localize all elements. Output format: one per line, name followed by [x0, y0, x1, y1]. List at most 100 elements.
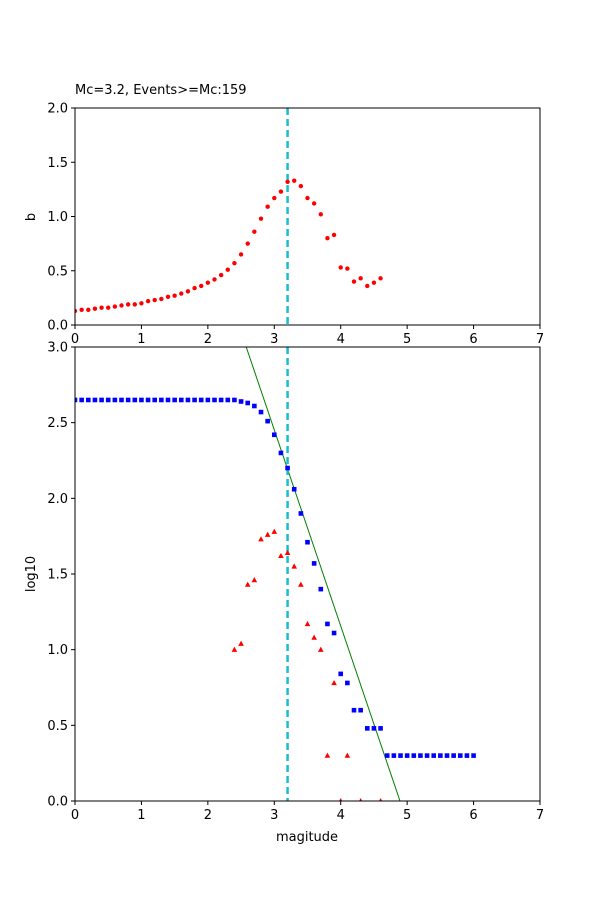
- top-circle-point: [86, 307, 91, 313]
- bottom-square-point: [178, 397, 184, 403]
- bottom-square-point: [265, 418, 270, 424]
- bottom-triangle-point: [311, 634, 317, 640]
- top-circle-point: [371, 280, 377, 285]
- top-circle-point: [258, 216, 264, 221]
- bottom-square-point: [325, 621, 330, 627]
- bottom-square-point: [285, 465, 290, 471]
- top-circle-point: [245, 241, 250, 246]
- top-circle-point: [325, 236, 330, 241]
- top-x-tick-label: 5: [403, 332, 411, 347]
- bottom-square-point: [364, 726, 370, 731]
- top-circle-point: [199, 283, 204, 289]
- top-circle-point: [278, 189, 284, 194]
- bottom-square-point: [192, 397, 197, 403]
- bottom-square-point: [225, 397, 231, 403]
- top-x-tick-label: 1: [137, 332, 145, 347]
- bottom-y-tick-label: 1.0: [47, 643, 68, 658]
- bottom-square-point: [92, 397, 98, 403]
- top-plot-title: Mc=3.2, Events>=Mc:159: [75, 83, 247, 98]
- top-y-tick-label: 1.0: [47, 210, 68, 225]
- bottom-square-point: [198, 397, 204, 403]
- bottom-plot-area: [75, 347, 476, 801]
- top-circle-point: [218, 272, 224, 278]
- bottom-square-point: [338, 671, 344, 677]
- bottom-plot-x-label: magitude: [276, 830, 338, 845]
- bottom-square-point: [75, 397, 78, 403]
- bottom-triangle-point: [339, 798, 343, 801]
- bottom-square-point: [424, 753, 430, 758]
- bottom-square-point: [404, 753, 410, 758]
- top-circle-point: [145, 298, 151, 304]
- bottom-triangle-point: [278, 552, 284, 559]
- bottom-triangle-point: [271, 528, 278, 534]
- bottom-square-point: [238, 399, 244, 404]
- bottom-square-point: [185, 397, 191, 403]
- top-circle-point: [139, 301, 144, 306]
- bottom-triangle-point: [324, 752, 331, 758]
- bottom-y-tick-label: 0.0: [47, 795, 68, 810]
- bottom-square-point: [99, 397, 104, 403]
- top-circle-point: [119, 303, 124, 308]
- top-circle-point: [292, 178, 297, 183]
- bottom-square-point: [464, 753, 470, 758]
- top-circle-point: [305, 195, 310, 201]
- bottom-square-point: [318, 586, 324, 592]
- top-circle-point: [232, 260, 237, 266]
- bottom-square-point: [418, 753, 423, 758]
- top-circle-point: [358, 276, 363, 281]
- top-circle-point: [92, 306, 98, 311]
- top-circle-point: [192, 285, 197, 291]
- b-value-plot: Mc=3.2, Events>=Mc:159 b 0 1 2 3 4 5 6 7 0.0 0.5 1…: [24, 83, 544, 347]
- bottom-triangle-point: [359, 798, 363, 801]
- bottom-square-point: [258, 409, 264, 415]
- bottom-square-point: [457, 753, 463, 758]
- top-x-tick-label: 4: [337, 332, 345, 347]
- bottom-square-point: [398, 753, 403, 758]
- bottom-square-point: [345, 680, 350, 686]
- bottom-y-tick-label: 2.5: [47, 416, 68, 431]
- bottom-y-tick-label: 3.0: [47, 341, 68, 356]
- top-x-tick-label: 3: [270, 332, 278, 347]
- top-x-tick-label: 2: [204, 332, 212, 347]
- bottom-square-point: [152, 397, 158, 403]
- top-circle-point: [338, 265, 343, 270]
- top-circle-point: [252, 229, 257, 234]
- bottom-square-point: [232, 397, 237, 403]
- bottom-x-tick-label: 1: [137, 808, 145, 823]
- bottom-square-point: [105, 397, 111, 403]
- top-circle-point: [152, 297, 157, 303]
- top-circle-point: [365, 283, 370, 289]
- bottom-square-point: [291, 486, 297, 492]
- top-x-tick-label: 7: [536, 332, 544, 347]
- bottom-square-point: [358, 707, 363, 713]
- top-circle-point: [179, 291, 184, 296]
- bottom-square-point: [165, 397, 171, 403]
- bottom-square-point: [351, 707, 357, 713]
- top-circle-point: [159, 296, 164, 302]
- bottom-triangle-point: [264, 531, 271, 537]
- bottom-square-point: [378, 726, 383, 731]
- top-circle-point: [132, 302, 137, 307]
- bottom-square-point: [245, 400, 251, 406]
- bottom-square-point: [331, 630, 337, 636]
- top-x-tick-label: 0: [71, 332, 79, 347]
- top-circle-point: [318, 212, 323, 217]
- top-y-tick-label: 0.0: [47, 319, 68, 334]
- bottom-square-point: [391, 753, 397, 758]
- frequency-magnitude-plot: log10 magitude 0 1 2 3 4 5 6 7 0.0 0.5 1.0 1.5 2.0 2.…: [24, 341, 544, 846]
- bottom-y-tick-label: 1.5: [47, 568, 68, 583]
- bottom-square-point: [218, 397, 224, 403]
- bottom-square-point: [311, 561, 317, 566]
- bottom-square-point: [451, 753, 456, 758]
- bottom-square-point: [471, 753, 476, 758]
- bottom-triangle-point: [298, 581, 304, 587]
- bottom-square-point: [278, 450, 284, 456]
- bottom-x-tick-label: 0: [71, 808, 79, 823]
- top-circle-point: [331, 232, 337, 238]
- bottom-square-point: [119, 397, 124, 403]
- bottom-triangle-point: [238, 640, 244, 646]
- bottom-x-tick-label: 7: [536, 808, 544, 823]
- bottom-y-tick-label: 2.0: [47, 492, 68, 507]
- fit-line: [245, 347, 401, 801]
